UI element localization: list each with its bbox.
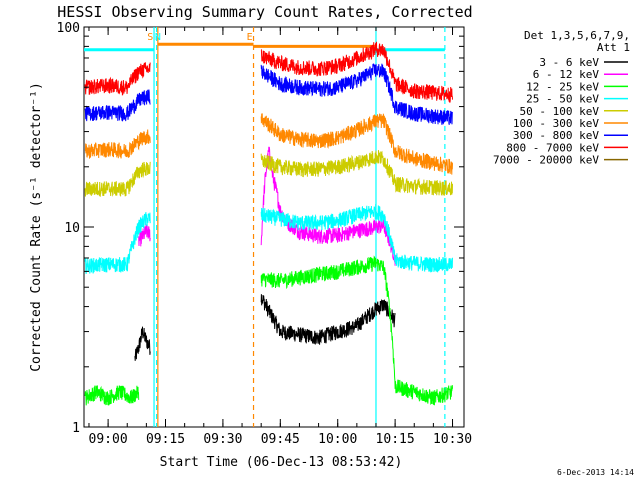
series-line [260,150,453,196]
legend-header: Det 1,3,5,6,7,9, [524,29,630,42]
y-tick-label: 1 [72,421,80,436]
series-line [260,63,453,126]
legend-label: 25 - 50 keV [526,93,599,106]
x-tick-label: 09:15 [146,432,185,447]
series-line [84,89,151,122]
legend-label: 800 - 7000 keV [506,141,599,154]
y-axis-label: Corrected Count Rate (s⁻¹ detector⁻¹) [29,82,44,372]
x-tick-label: 09:00 [89,432,128,447]
series-25-50-kev [84,203,453,274]
series-line [260,255,453,406]
marker-letter: N [155,32,161,43]
series-800-7000-kev [84,41,453,103]
series-line [260,41,453,103]
axes-layer: 09:00 09:15 09:30 09:45 10:00 10:15 10:30 1 10 10… [57,21,473,447]
footer-date: 6-Dec-2013 14:14 [557,468,634,477]
series-12-25-kev [84,255,453,406]
x-tick-label: 09:30 [203,432,242,447]
series-50-100-kev [84,150,453,197]
chart-title: HESSI Observing Summary Count Rates, Cor… [57,3,472,21]
legend-label: 3 - 6 keV [539,56,599,69]
x-tick-label: 09:45 [261,432,300,447]
series-3-6-kev [134,294,396,361]
legend-label: 100 - 300 keV [513,117,599,130]
series-line [84,129,151,159]
series-line [138,224,151,247]
legend-label: 12 - 25 keV [526,80,599,93]
legend-label: 50 - 100 keV [520,105,600,118]
series-line [84,62,151,96]
y-tick-label: 10 [64,221,80,236]
marker-letter: E [247,32,253,43]
x-tick-label: 10:30 [433,432,472,447]
legend-header: Att 1 [597,41,630,54]
series-line [260,294,396,345]
series-300-800-kev [84,63,453,126]
legend-label: 6 - 12 keV [533,68,600,81]
series-line [84,161,151,197]
series-line [134,326,151,361]
series-layer [84,41,453,406]
series-line [84,385,140,406]
legend-label: 7000 - 20000 keV [493,154,599,167]
series-line [260,203,453,273]
x-tick-label: 10:15 [376,432,415,447]
legend-label: 300 - 800 keV [513,129,599,142]
x-axis-label: Start Time (06-Dec-13 08:53:42) [160,455,403,470]
x-tick-label: 10:00 [318,432,357,447]
y-tick-label: 100 [57,21,80,36]
series-100-300-kev [84,113,453,175]
series-line [260,113,453,175]
marker-letter: S [147,32,153,43]
series-line [84,212,151,274]
